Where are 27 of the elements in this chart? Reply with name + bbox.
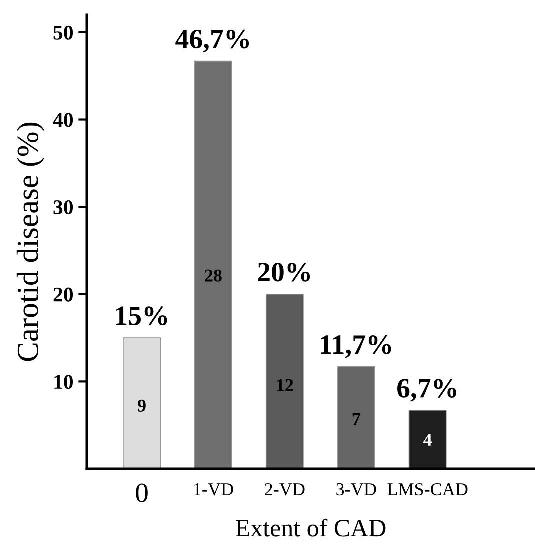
annotation: 9 <box>138 400 146 412</box>
bar <box>123 338 162 469</box>
y-tick-label: 50 <box>54 26 74 40</box>
annotation: 12 <box>277 379 294 392</box>
data-label: 46,7% <box>176 30 250 53</box>
bar <box>194 60 232 469</box>
x-tick-label: 2-VD <box>265 483 305 496</box>
data-label: 6,7% <box>398 379 456 402</box>
y-tick-label: 40 <box>53 113 74 128</box>
x-tick-label: LMS-CAD <box>388 483 468 496</box>
y-axis-title: Carotid disease (%) <box>16 122 45 362</box>
x-tick-label: 3-VD <box>336 483 376 496</box>
annotation: 28 <box>205 270 222 282</box>
x-tick-label: 0 <box>136 484 148 502</box>
x-axis-title: Extent of CAD <box>236 518 386 537</box>
data-label: 20% <box>258 263 310 282</box>
data-label: 11,7% <box>321 335 392 358</box>
y-tick-label: 20 <box>54 288 74 302</box>
bar <box>266 294 304 469</box>
bar <box>337 366 376 469</box>
y-tick-label: 30 <box>54 200 74 215</box>
y-tick-label: 10 <box>54 375 74 390</box>
annotation: 4 <box>424 434 432 446</box>
data-label: 15% <box>116 306 168 326</box>
bar <box>408 410 447 469</box>
annotation: 7 <box>352 414 360 426</box>
x-tick-label: 1-VD <box>194 484 234 496</box>
